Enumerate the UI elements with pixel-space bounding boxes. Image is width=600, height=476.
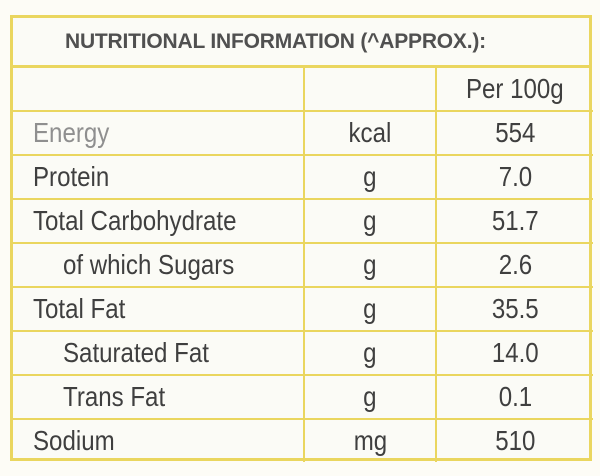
nutrient-unit: g [303,154,437,200]
header-cell-per-100g: Per 100g [435,68,593,112]
nutrition-panel: NUTRITIONAL INFORMATION (^APPROX.): Per … [10,15,593,462]
table-row: Total Fat g 35.5 [13,286,593,332]
nutrient-label: Energy [13,110,305,156]
nutrient-unit: kcal [303,110,437,156]
nutrient-unit: mg [303,418,437,462]
nutrient-label: Protein [13,154,305,200]
nutrient-label: Total Fat [13,286,305,332]
table-row: of which Sugars g 2.6 [13,242,593,288]
nutrient-label: Trans Fat [13,374,305,420]
nutrient-unit: g [303,198,437,244]
nutrient-value: 14.0 [435,330,593,376]
nutrient-value: 510 [435,418,593,462]
header-cell-nutrient [13,68,305,112]
nutrition-table: Per 100g Energy kcal 554 Protein g 7.0 T… [13,68,593,462]
table-row: Energy kcal 554 [13,110,593,156]
table-row: Trans Fat g 0.1 [13,374,593,420]
nutrient-value: 35.5 [435,286,593,332]
table-row: Saturated Fat g 14.0 [13,330,593,376]
header-cell-unit [303,68,437,112]
table-row: Protein g 7.0 [13,154,593,200]
table-row: Sodium mg 510 [13,418,593,462]
nutrient-value: 554 [435,110,593,156]
nutrient-label: Saturated Fat [13,330,305,376]
nutrient-value: 51.7 [435,198,593,244]
nutrient-unit: g [303,286,437,332]
nutrient-label: Sodium [13,418,305,462]
table-header-row: Per 100g [13,68,593,112]
per-100g-label: Per 100g [466,73,564,104]
nutrient-value: 2.6 [435,242,593,288]
nutrient-label: of which Sugars [13,242,305,288]
table-row: Total Carbohydrate g 51.7 [13,198,593,244]
panel-title: NUTRITIONAL INFORMATION (^APPROX.): [13,18,589,68]
nutrient-unit: g [303,330,437,376]
nutrient-label: Total Carbohydrate [13,198,305,244]
nutrient-value: 7.0 [435,154,593,200]
nutrient-value: 0.1 [435,374,593,420]
nutrient-unit: g [303,374,437,420]
nutrient-unit: g [303,242,437,288]
